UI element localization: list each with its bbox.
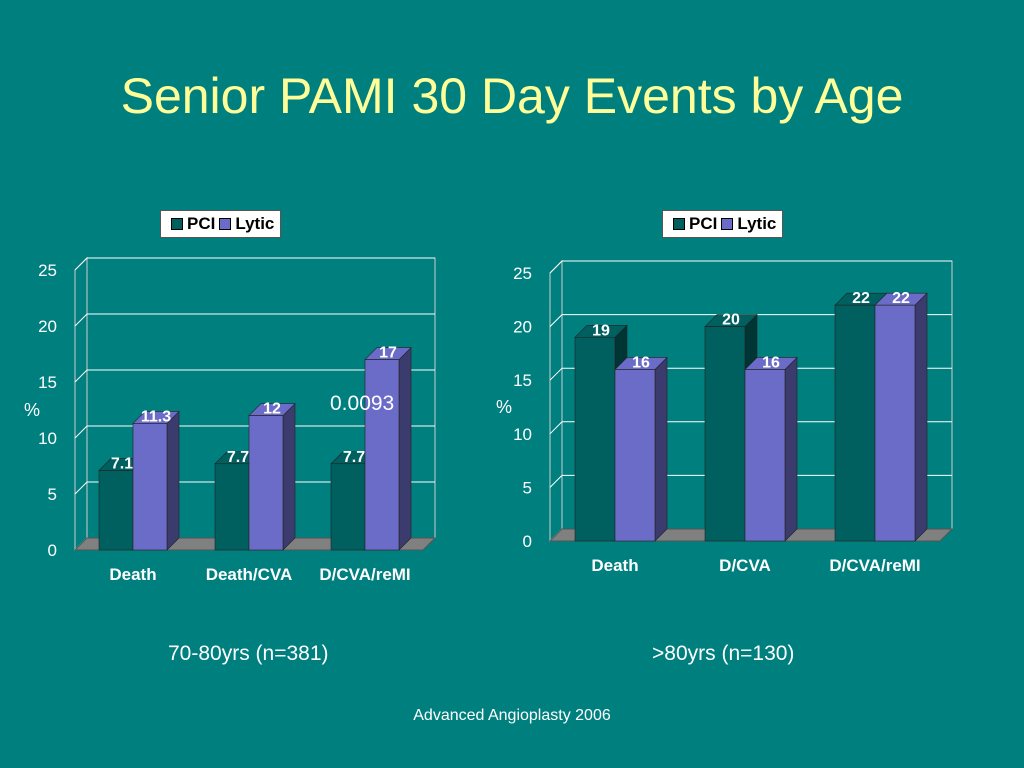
bar-pci	[834, 304, 876, 542]
caption-over-80: >80yrs (n=130)	[652, 642, 795, 665]
data-label: 22	[892, 290, 910, 307]
bar-lytic	[248, 415, 284, 551]
data-label: 20	[722, 312, 740, 329]
bar-side	[654, 356, 668, 542]
legend-item-pci: PCI	[669, 214, 717, 234]
gridline	[74, 425, 435, 439]
bar-lytic	[364, 359, 400, 551]
y-tick-label: 20	[513, 318, 532, 337]
bar-lytic	[744, 369, 786, 542]
y-tick-label: 10	[38, 429, 57, 448]
y-tick-label: 0	[48, 541, 57, 560]
data-label: 17	[379, 345, 397, 362]
y-tick-label: 20	[38, 317, 57, 336]
gridline	[74, 369, 435, 383]
x-tick-label: Death/CVA	[206, 565, 293, 584]
bar-side	[398, 346, 412, 551]
legend-label-lytic: Lytic	[235, 214, 275, 233]
data-label: 19	[592, 322, 610, 339]
legend-swatch-lytic	[219, 218, 232, 230]
plot-side-wall	[549, 259, 563, 543]
y-tick-label: 0	[523, 532, 532, 551]
x-tick-label: Death	[591, 556, 638, 575]
gridline	[549, 314, 952, 327]
bar-pci	[704, 326, 746, 542]
data-label: 7.1	[111, 455, 133, 472]
slide-title: Senior PAMI 30 Day Events by Age	[120, 68, 904, 124]
bar-lytic	[874, 304, 916, 542]
bar-side	[784, 356, 798, 542]
y-tick-label: 10	[513, 425, 532, 444]
y-tick-label: 15	[513, 371, 532, 390]
plot-side-wall	[74, 256, 88, 552]
bar-pci	[98, 470, 134, 551]
gridline	[74, 481, 435, 495]
data-label: 7.7	[343, 449, 365, 466]
data-label: 22	[852, 290, 870, 307]
legend-over-80: PCI Lytic	[662, 210, 784, 238]
data-label: 16	[632, 354, 650, 371]
y-axis-label: %	[24, 400, 40, 420]
chart-over-80-svg: 0 5 10 15 20 25% Death 19 16 D/CVA 20 16 D/CVA/reMI 2…	[496, 259, 954, 575]
data-label: 16	[762, 354, 780, 371]
gridline	[74, 313, 435, 327]
legend-label-pci: PCI	[689, 214, 718, 233]
y-tick-label: 5	[48, 485, 57, 504]
chart-70-80-svg: 0 5 10 15 20 25% Death 7.1 11.3 Death/CVA 7.7 12 D/C…	[24, 256, 437, 584]
x-tick-label: D/CVA/reMI	[829, 556, 920, 575]
bar-pci	[214, 463, 250, 551]
y-tick-label: 25	[513, 264, 532, 283]
y-tick-label: 25	[38, 261, 57, 280]
legend-item-pci: PCI	[167, 214, 215, 234]
bar-side	[282, 402, 296, 551]
gridline	[74, 257, 435, 271]
bar-lytic	[614, 369, 656, 542]
p-value-annotation: 0.0093	[330, 392, 395, 415]
chart-over-80: 0 5 10 15 20 25% Death 19 16 D/CVA 20 16 D/CVA/reMI 2…	[480, 200, 1024, 600]
bar-lytic	[132, 423, 168, 551]
footer-source: Advanced Angioplasty 2006	[413, 707, 611, 724]
legend-label-pci: PCI	[187, 214, 216, 233]
legend-70-80: PCI Lytic	[160, 210, 282, 238]
gridline	[549, 260, 952, 274]
legend-swatch-pci	[673, 218, 685, 230]
gridline	[549, 367, 952, 381]
gridline	[549, 474, 952, 488]
legend-item-lytic: Lytic	[215, 214, 274, 234]
y-axis-label: %	[496, 397, 512, 417]
bar-pci	[574, 337, 616, 542]
legend-swatch-pci	[171, 218, 183, 230]
bar-side	[914, 292, 928, 542]
y-tick-label: 15	[38, 373, 57, 392]
caption-70-80: 70-80yrs (n=381)	[168, 642, 329, 665]
bar-pci	[330, 463, 366, 551]
bar-side	[166, 410, 180, 551]
data-label: 7.7	[227, 449, 249, 466]
x-tick-label: D/CVA	[719, 556, 771, 575]
legend-swatch-lytic	[721, 218, 734, 230]
y-tick-label: 5	[523, 478, 532, 497]
data-label: 11.3	[141, 408, 171, 425]
chart-70-80: 0 5 10 15 20 25% Death 7.1 11.3 Death/CVA 7.7 12 D/C…	[0, 200, 512, 600]
gridline	[549, 421, 952, 435]
legend-item-lytic: Lytic	[717, 214, 776, 234]
x-tick-label: D/CVA/reMI	[319, 565, 410, 584]
data-label: 12	[263, 401, 281, 418]
legend-label-lytic: Lytic	[737, 214, 777, 233]
x-tick-label: Death	[109, 565, 156, 584]
